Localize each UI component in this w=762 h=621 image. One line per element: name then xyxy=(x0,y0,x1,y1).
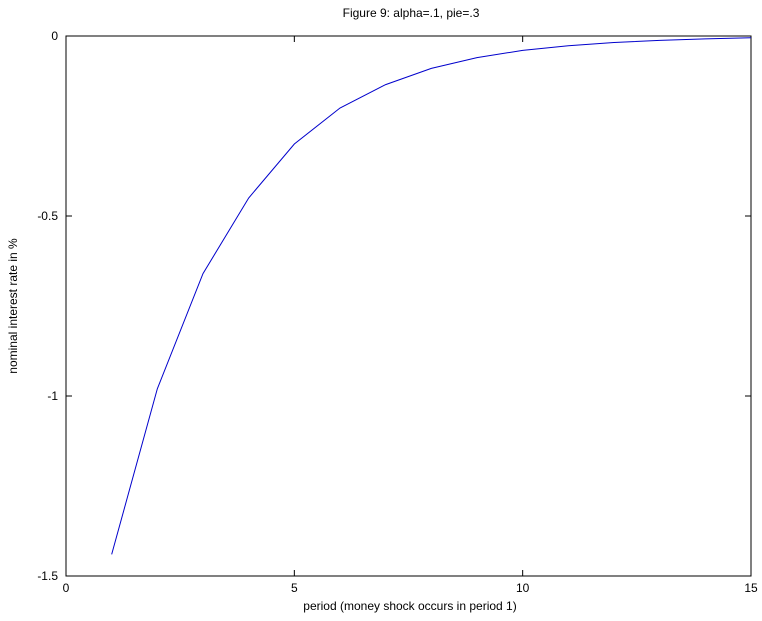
y-axis-label: nominal interest rate in % xyxy=(6,238,20,374)
x-tick-label: 15 xyxy=(744,581,758,595)
x-tick-label: 5 xyxy=(291,581,298,595)
axis-ticks xyxy=(65,35,752,577)
x-tick-label: 0 xyxy=(63,581,70,595)
y-tick-label: -0.5 xyxy=(37,209,58,223)
plot-frame xyxy=(65,35,752,577)
chart-title: Figure 9: alpha=.1, pie=.3 xyxy=(343,6,480,20)
series-layer xyxy=(111,37,752,555)
x-axis-label: period (money shock occurs in period 1) xyxy=(303,599,516,613)
y-tick-label: -1 xyxy=(47,389,58,403)
y-tick-label: -1.5 xyxy=(37,569,58,583)
y-tick-label: 0 xyxy=(51,29,58,43)
axis-tick-labels: 0 5 10 15 -1.5 -1 -0.5 0 xyxy=(37,29,758,595)
x-tick-label: 10 xyxy=(516,581,530,595)
series-line-0 xyxy=(111,37,752,555)
